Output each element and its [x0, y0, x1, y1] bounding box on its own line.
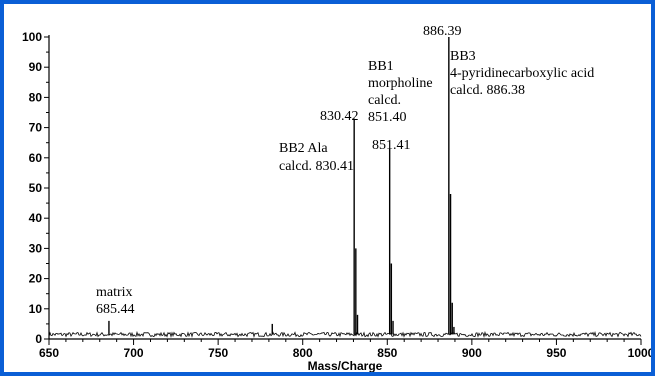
peak-annotation: 886.39: [423, 24, 462, 39]
peak-annotation: 4-pyridinecarboxylic acid: [450, 66, 594, 81]
peak-annotation: 830.42: [320, 109, 359, 124]
x-tick-label: 850: [377, 346, 397, 360]
y-tick-label: 40: [29, 211, 43, 225]
peak-annotation: calcd.: [368, 93, 401, 108]
peak-annotation: calcd. 830.41: [279, 159, 354, 174]
y-tick-label: 50: [29, 181, 43, 195]
y-tick-label: 0: [35, 332, 42, 346]
peak-annotation: morpholine: [368, 76, 433, 91]
x-tick-label: 900: [462, 346, 482, 360]
peak-annotation: BB1: [368, 59, 394, 74]
y-tick-label: 80: [29, 90, 43, 104]
x-tick-label: 750: [208, 346, 228, 360]
chart-frame: 0 10 20 30 40 50 60 70 80 90 100 650 700 750 800 850 900…: [4, 4, 651, 372]
peak-annotation: matrix: [96, 285, 133, 300]
y-tick-label: 10: [29, 302, 43, 316]
x-axis-title: Mass/Charge: [308, 359, 383, 372]
y-tick-label: 60: [29, 151, 43, 165]
x-tick-label: 650: [39, 346, 59, 360]
x-tick-label: 800: [293, 346, 313, 360]
peak-annotation: BB2 Ala: [279, 141, 328, 156]
x-tick-label: 950: [546, 346, 566, 360]
y-tick-label: 90: [29, 60, 43, 74]
peak-annotation: 851.41: [372, 138, 411, 153]
peak-annotation: BB3: [450, 49, 476, 64]
x-tick-label: 700: [124, 346, 144, 360]
y-tick-label: 100: [22, 30, 42, 44]
y-tick-label: 30: [29, 241, 43, 255]
peak-annotation: 685.44: [96, 302, 135, 317]
mass-spectrum-chart: 0 10 20 30 40 50 60 70 80 90 100 650 700 750 800 850 900…: [22, 24, 651, 372]
spectrum-baseline: [48, 330, 642, 339]
y-tick-label: 20: [29, 272, 43, 286]
y-tick-label: 70: [29, 121, 43, 135]
peak-annotation: calcd. 886.38: [450, 83, 525, 98]
x-tick-label: 1000: [628, 346, 651, 360]
peak-annotation: 851.40: [368, 110, 407, 125]
